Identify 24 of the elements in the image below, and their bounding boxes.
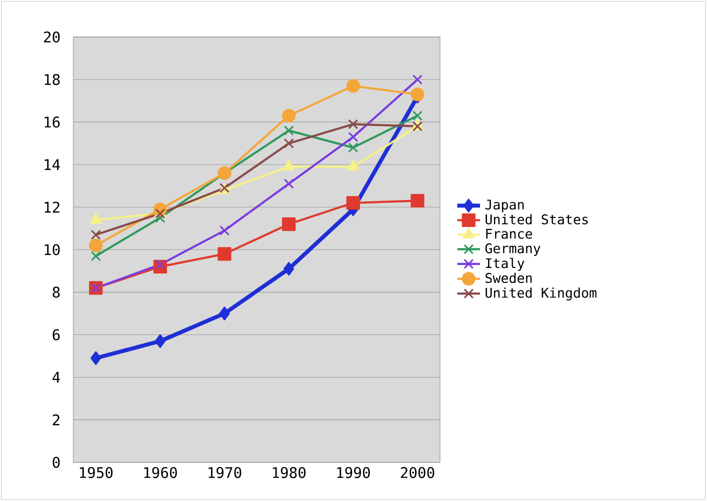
legend-label: United States bbox=[486, 214, 588, 224]
y-tick-label: 8 bbox=[52, 286, 60, 298]
legend-label: France bbox=[486, 228, 532, 239]
legend-label: United Kingdom bbox=[486, 287, 596, 300]
legend-label: Sweden bbox=[486, 272, 532, 284]
y-tick-label: 20 bbox=[44, 31, 60, 43]
x-tick-label: 2000 bbox=[400, 467, 434, 478]
y-tick-label: 18 bbox=[44, 74, 60, 86]
y-tick-label: 14 bbox=[44, 159, 60, 170]
y-tick-label: 4 bbox=[52, 372, 60, 383]
legend-label: Germany bbox=[485, 243, 540, 256]
x-tick-label: 1980 bbox=[272, 467, 306, 478]
y-tick-label: 6 bbox=[52, 329, 60, 340]
x-tick-label: 1970 bbox=[208, 467, 242, 478]
legend-label: Japan bbox=[485, 200, 524, 212]
y-tick-label: 0 bbox=[52, 456, 60, 468]
x-tick-label: 1990 bbox=[337, 467, 370, 478]
y-tick-label: 12 bbox=[44, 202, 60, 213]
y-tick-label: 10 bbox=[44, 244, 60, 256]
x-tick-label: 1950 bbox=[80, 467, 113, 478]
y-tick-label: 2 bbox=[52, 414, 60, 426]
y-tick-label: 16 bbox=[44, 116, 60, 128]
legend-label: Italy bbox=[486, 258, 524, 271]
x-tick-label: 1960 bbox=[144, 467, 177, 478]
